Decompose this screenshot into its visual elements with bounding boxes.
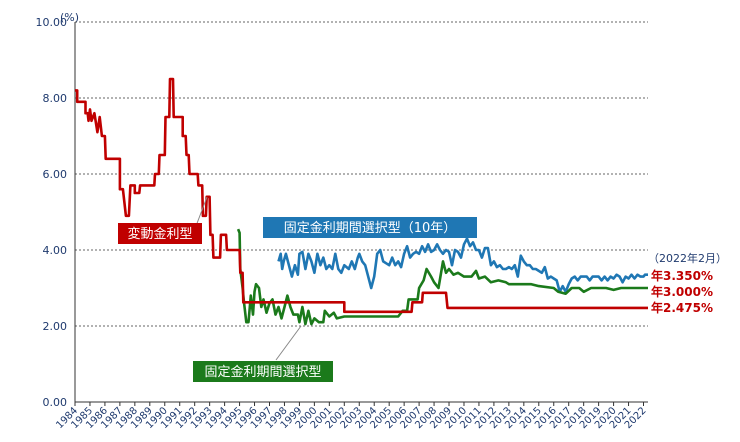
x-axis-ticks: 1984198519861987198819891990199119921993…	[54, 402, 649, 431]
fixed-period-label-bg	[193, 361, 333, 382]
variable-label-bg	[118, 223, 202, 244]
y-tick-label: 4.00	[43, 244, 68, 257]
y-tick-label: 8.00	[43, 92, 68, 105]
unit-label: (%)	[60, 11, 79, 24]
variable-label: 変動金利型	[127, 226, 192, 242]
series-line-variable	[75, 77, 648, 314]
series-line-fixed-10y	[277, 237, 648, 294]
y-tick-label: 2.00	[43, 320, 68, 333]
variable-label-leader	[195, 196, 208, 227]
fixed-period-label-box: 固定金利期間選択型	[193, 361, 333, 382]
as-of-note: （2022年2月）	[648, 251, 727, 265]
y-tick-label: 10.00	[36, 16, 68, 29]
y-tick-label: 6.00	[43, 168, 68, 181]
variable-label-box: 変動金利型	[118, 223, 202, 244]
y-axis-ticks: 0.00 2.00 4.00 6.00 8.00 10.00	[36, 16, 68, 409]
series-lines	[75, 77, 648, 326]
end-value-10y: 年3.350%	[651, 268, 713, 283]
fixed-period-label-leader	[275, 325, 302, 361]
fixed-10y-label-box: 固定金利期間選択型（10年）	[263, 217, 477, 238]
end-value-variable: 年2.475%	[651, 300, 713, 315]
fixed-period-label: 固定金利期間選択型	[204, 364, 321, 380]
grid-lines	[75, 21, 648, 327]
series-line-fixed-period	[236, 228, 648, 326]
end-value-period: 年3.000%	[651, 284, 713, 299]
y-tick-label: 0.00	[43, 396, 68, 409]
fixed-10y-label-bg	[263, 217, 477, 238]
fixed-10y-label: 固定金利期間選択型（10年）	[284, 220, 457, 236]
